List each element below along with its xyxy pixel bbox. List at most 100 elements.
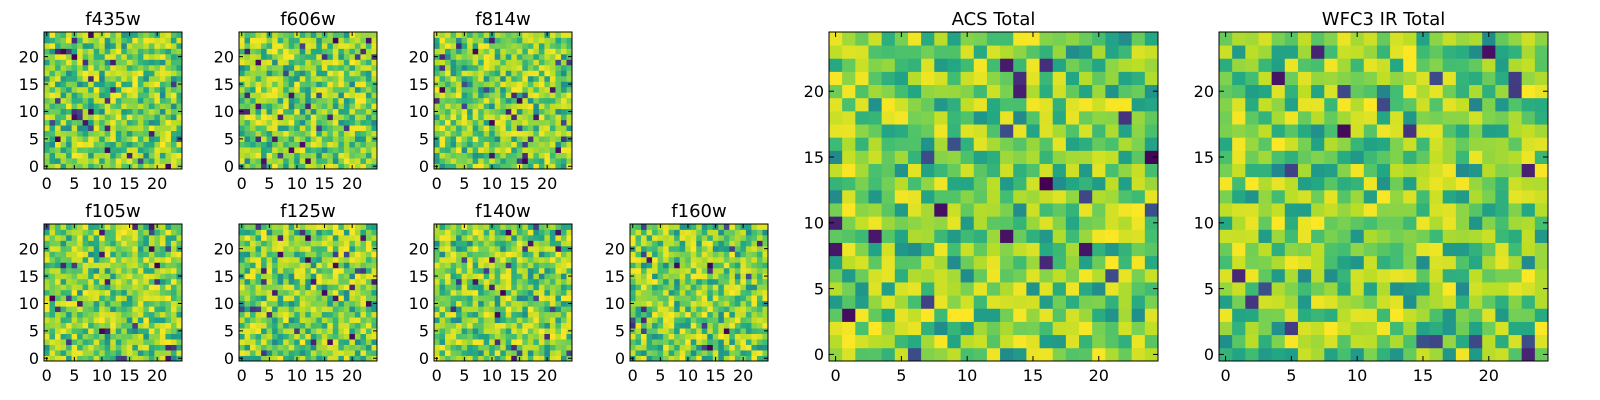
heatmap-cell [1065,295,1080,309]
heatmap-cell [549,130,556,137]
heatmap-cell [93,300,100,307]
heatmap-cell [456,284,462,291]
heatmap-cell [489,70,496,77]
heatmap-cell [511,108,518,115]
heatmap-cell [266,344,273,351]
heatmap-cell [49,86,56,93]
heatmap-cell [143,119,150,126]
heatmap-cell [674,224,681,230]
heatmap-cell [305,273,312,280]
heatmap-cell [137,262,144,269]
heatmap-cell [343,344,350,351]
heatmap-cell [641,317,647,324]
x-tick-label: 20 [147,366,167,385]
heatmap-cell [445,333,451,340]
heatmap-cell [478,86,485,93]
heatmap-cell [266,322,273,329]
heatmap-cell [165,141,172,148]
heatmap-cell [327,48,334,55]
heatmap-cell [250,75,256,82]
heatmap-cell [1039,268,1054,283]
heatmap-cell [756,306,763,313]
heatmap-cell [332,306,339,313]
heatmap-cell [66,163,72,170]
heatmap-cell [1065,203,1080,217]
heatmap-cell [93,158,100,164]
heatmap-cell [321,86,328,93]
heatmap-cell [321,119,328,126]
heatmap-cell [115,141,122,148]
heatmap-cell [349,53,356,60]
heatmap-cell [494,284,501,291]
heatmap-cell [354,284,361,291]
heatmap-cell [365,163,372,170]
heatmap-cell [450,273,457,280]
heatmap-cell [132,355,139,362]
heatmap-cell [82,42,89,49]
heatmap-cell [516,64,523,71]
heatmap-cell [55,289,61,296]
heatmap-cell [855,229,869,243]
heatmap-cell [921,203,935,217]
heatmap-cell [244,300,251,307]
heatmap-cell [305,251,312,258]
heatmap-cell [343,229,350,236]
heatmap-cell [244,37,251,44]
heatmap-cell [555,81,562,88]
heatmap-cell [450,42,457,49]
heatmap-cell [986,229,1001,243]
heatmap-cell [641,300,647,307]
heatmap-cell [1131,268,1146,283]
heatmap-cell [332,136,339,142]
heatmap-cell [505,339,512,345]
heatmap-cell [277,125,284,132]
heatmap-cell [467,92,474,99]
heatmap-cell [456,64,462,71]
heatmap-cell [327,152,334,159]
heatmap-cell [365,81,372,88]
heatmap-cell [467,163,474,170]
heatmap-cell [165,97,172,104]
heatmap-cell [60,333,67,340]
heatmap-cell [718,224,725,230]
heatmap-cell [332,37,339,44]
heatmap-cell [321,70,328,77]
heatmap-cell [176,240,183,247]
heatmap-cell [483,92,490,99]
heatmap-cell [288,119,295,126]
heatmap-cell [354,278,361,285]
heatmap-cell [718,311,725,318]
heatmap-cell [434,322,440,329]
heatmap-cell [445,119,451,126]
heatmap-cell [907,255,922,270]
heatmap-cell [365,86,372,93]
heatmap-cell [261,251,267,258]
heatmap-cell [538,108,545,115]
heatmap-cell [354,267,361,274]
heatmap-cell [299,48,306,55]
heatmap-cell [450,328,457,334]
x-tick-label: 0 [432,366,442,385]
heatmap-cell [745,251,752,258]
heatmap-cell [641,344,647,351]
heatmap-cell [635,273,642,280]
heatmap-cell [450,355,457,362]
heatmap-cell [538,59,545,66]
heatmap-cell [294,317,301,324]
heatmap-cell [93,59,100,66]
heatmap-cell [371,251,378,258]
heatmap-cell [299,81,306,88]
heatmap-cell [148,245,155,252]
heatmap-cell [712,251,719,258]
heatmap-cell [371,350,378,356]
heatmap-cell [60,234,67,241]
heatmap-cell [332,300,339,307]
heatmap-cell [360,108,367,115]
heatmap-cell [294,125,301,132]
heatmap-cell [77,245,84,252]
heatmap-cell [338,70,345,77]
heatmap-cell [316,251,323,258]
heatmap-cell [93,108,100,115]
heatmap-cell [472,311,479,318]
heatmap-cell [365,240,372,247]
